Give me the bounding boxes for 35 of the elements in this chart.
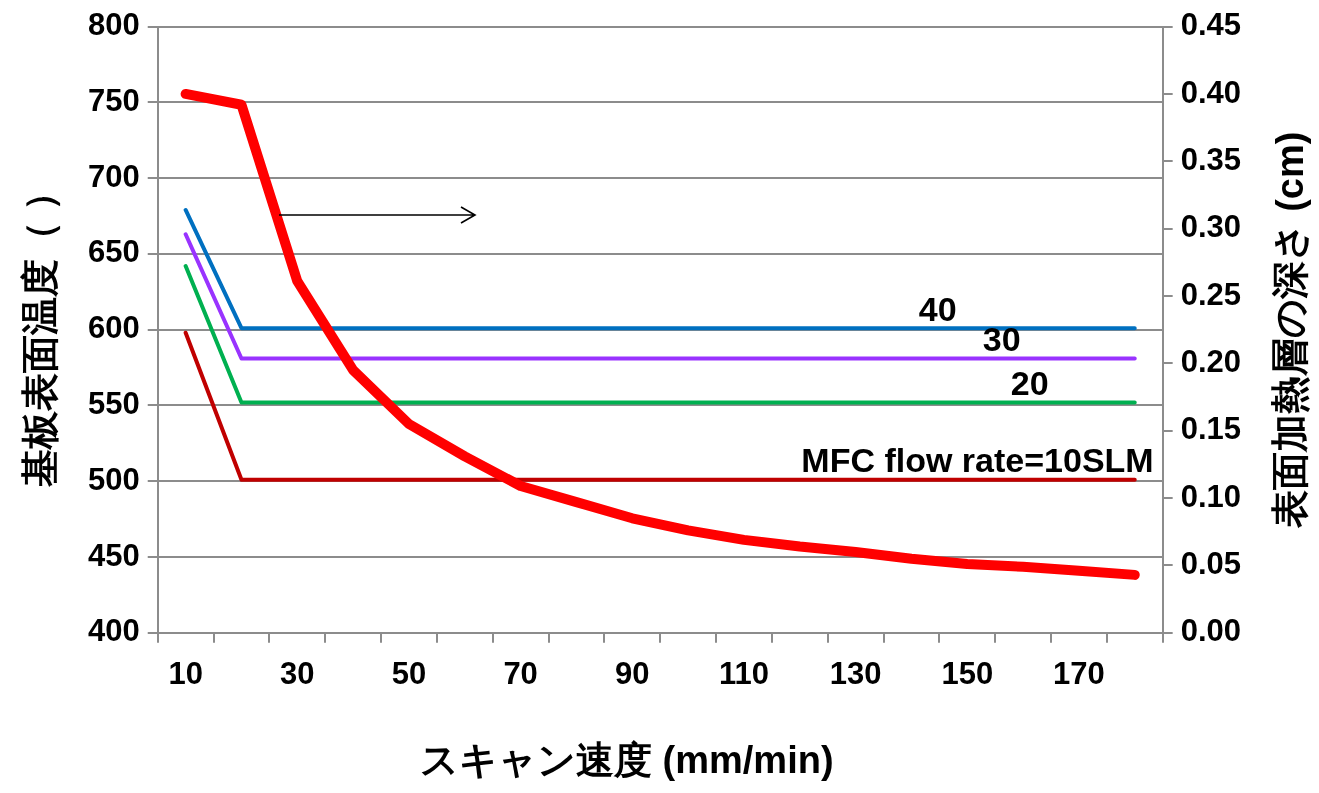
y2-axis-title: 表面加熱層の深さ (cm)	[1267, 131, 1312, 529]
y-tick-label: 800	[87, 7, 140, 43]
x-tick-label: 90	[615, 655, 650, 691]
y2-tick-label: 0.15	[1180, 411, 1242, 447]
y-tick-label: 650	[87, 234, 140, 270]
x-axis-title: スキャン速度 (mm/min)	[420, 738, 834, 783]
y-tick-label: 750	[87, 82, 140, 118]
y-tick-label: 600	[87, 310, 140, 346]
y-tick-label: 700	[87, 158, 140, 194]
annotation: 30	[982, 319, 1021, 358]
y2-tick-label: 0.00	[1180, 613, 1242, 649]
y2-tick-label: 0.45	[1180, 7, 1242, 43]
y2-tick-label: 0.40	[1180, 74, 1242, 110]
x-tick-label: 30	[280, 655, 315, 691]
y2-tick-label: 0.35	[1180, 141, 1242, 177]
annotation: MFC flow rate=10SLM	[801, 441, 1154, 480]
y-tick-label: 450	[87, 537, 140, 573]
annotation: 40	[918, 289, 957, 328]
x-tick-label: 110	[718, 655, 769, 691]
x-tick-label: 130	[829, 655, 882, 691]
x-tick-label: 150	[941, 655, 994, 691]
y-axis-title: 基板表面温度（ ）	[17, 172, 62, 487]
y-tick-label: 400	[87, 613, 140, 649]
y2-tick-label: 0.20	[1180, 343, 1242, 379]
y2-tick-label: 0.10	[1180, 478, 1242, 514]
annotation: 20	[1010, 363, 1049, 402]
x-tick-label: 50	[391, 655, 427, 691]
x-tick-label: 170	[1053, 655, 1105, 691]
y-tick-label: 550	[87, 386, 140, 422]
x-tick-label: 10	[168, 655, 203, 691]
y2-tick-label: 0.30	[1180, 209, 1242, 245]
y-tick-label: 500	[87, 461, 140, 497]
y2-tick-label: 0.05	[1180, 545, 1242, 581]
x-tick-label: 70	[503, 655, 538, 691]
y2-tick-label: 0.25	[1180, 276, 1242, 312]
